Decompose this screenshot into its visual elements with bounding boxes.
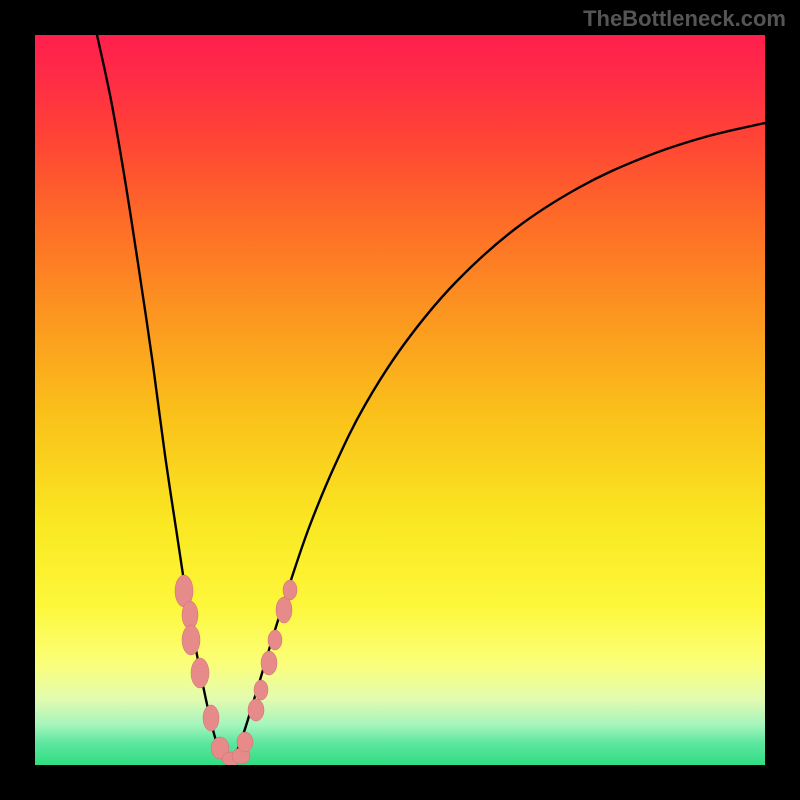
plot-area: [35, 35, 765, 765]
marker-point: [182, 625, 200, 655]
curve-layer: [35, 35, 765, 765]
marker-point: [248, 699, 264, 721]
marker-point: [191, 658, 209, 688]
marker-point: [237, 732, 253, 752]
marker-group: [175, 575, 297, 765]
marker-point: [268, 630, 282, 650]
watermark-text: TheBottleneck.com: [583, 6, 786, 32]
marker-point: [283, 580, 297, 600]
v-curve-path: [97, 35, 765, 762]
marker-point: [182, 601, 198, 629]
marker-point: [276, 597, 292, 623]
marker-point: [261, 651, 277, 675]
marker-point: [203, 705, 219, 731]
marker-point: [254, 680, 268, 700]
